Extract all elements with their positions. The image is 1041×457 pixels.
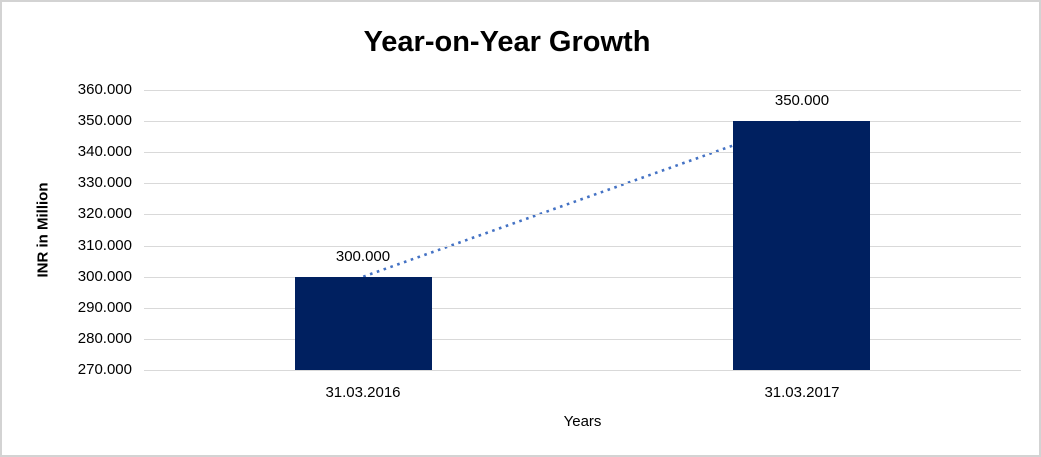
chart-title: Year-on-Year Growth bbox=[363, 26, 651, 58]
y-tick-label: 300.000 bbox=[77, 268, 132, 285]
y-gridline bbox=[144, 246, 1021, 247]
y-tick-label: 330.000 bbox=[77, 174, 132, 191]
y-tick-label: 320.000 bbox=[77, 205, 132, 222]
y-axis-title: INR in Million bbox=[34, 182, 52, 278]
y-tick-label: 360.000 bbox=[77, 81, 132, 98]
y-gridline bbox=[144, 214, 1021, 215]
y-gridline bbox=[144, 183, 1021, 184]
x-axis-title: Years bbox=[563, 413, 602, 430]
y-gridline bbox=[144, 152, 1021, 153]
y-tick-label: 290.000 bbox=[77, 299, 132, 316]
bar-value-label: 350.000 bbox=[774, 92, 830, 109]
y-tick-label: 280.000 bbox=[77, 330, 132, 347]
x-category-label: 31.03.2017 bbox=[764, 384, 840, 401]
y-tick-label: 350.000 bbox=[77, 112, 132, 129]
y-tick-label: 270.000 bbox=[77, 361, 132, 378]
y-tick-label: 310.000 bbox=[77, 237, 132, 254]
y-tick-label: 340.000 bbox=[77, 143, 132, 160]
y-gridline bbox=[144, 121, 1021, 122]
y-gridline bbox=[144, 339, 1021, 340]
x-category-label: 31.03.2016 bbox=[325, 384, 401, 401]
y-gridline bbox=[144, 308, 1021, 309]
y-gridline bbox=[144, 277, 1021, 278]
y-gridline bbox=[144, 90, 1021, 91]
bar-31.03.2016 bbox=[295, 277, 432, 370]
y-gridline bbox=[144, 370, 1021, 371]
bar-value-label: 300.000 bbox=[335, 248, 391, 265]
bar-31.03.2017 bbox=[733, 121, 870, 370]
